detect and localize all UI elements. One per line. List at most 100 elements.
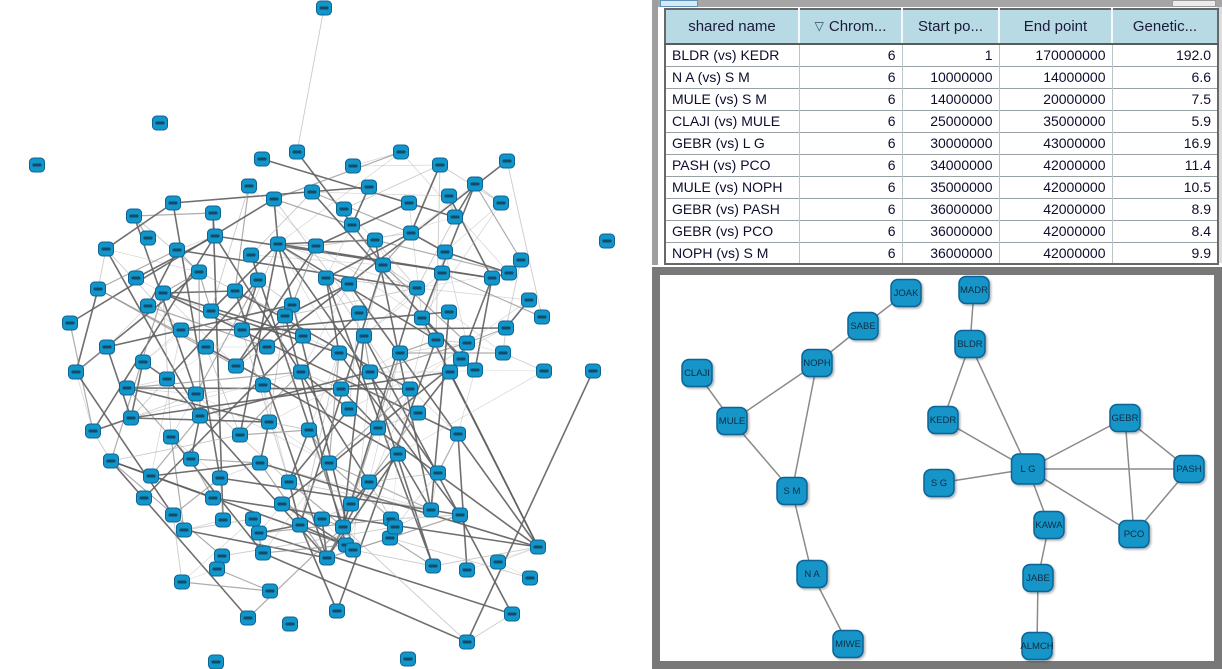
main-network-canvas[interactable] bbox=[0, 0, 652, 669]
network-edge bbox=[210, 243, 279, 312]
subnet-node-madr[interactable]: MADR bbox=[958, 275, 990, 305]
subnet-node-lg[interactable]: L G bbox=[1010, 453, 1046, 485]
subnet-node-jabe[interactable]: JABE bbox=[1022, 563, 1054, 593]
subnet-node-sm[interactable]: S M bbox=[776, 476, 808, 506]
subnet-node-shape[interactable] bbox=[796, 559, 828, 589]
subnet-node-shape[interactable] bbox=[1033, 510, 1065, 540]
column-header-1[interactable]: ▽ Chrom... bbox=[799, 9, 903, 45]
column-header-3[interactable]: End point bbox=[999, 9, 1113, 45]
cell-value: 35000000 bbox=[902, 175, 1000, 198]
subnet-node-shape[interactable] bbox=[1118, 519, 1150, 549]
subnet-node-shape[interactable] bbox=[1109, 403, 1141, 433]
table-row[interactable]: GEBR (vs) PCO 6 36000000 42000000 8.4 bbox=[665, 219, 1218, 242]
table-row[interactable]: GEBR (vs) PASH 6 36000000 42000000 8.9 bbox=[665, 197, 1218, 220]
subnet-node-shape[interactable] bbox=[832, 629, 864, 659]
column-header-0[interactable]: shared name bbox=[665, 9, 800, 45]
cell-value: 9.9 bbox=[1112, 241, 1218, 264]
scrollbar-handle[interactable] bbox=[660, 0, 698, 7]
subnet-node-sg[interactable]: S G bbox=[923, 468, 955, 498]
node-label-glyph bbox=[262, 345, 272, 349]
subnetwork-edge[interactable] bbox=[969, 343, 1029, 470]
network-edge bbox=[262, 544, 347, 554]
network-edge bbox=[474, 277, 493, 371]
cell-shared-name: BLDR (vs) KEDR bbox=[665, 44, 800, 66]
node-label-glyph bbox=[428, 564, 438, 568]
subnet-node-joak[interactable]: JOAK bbox=[890, 278, 922, 308]
scrollbar-segment[interactable] bbox=[1172, 0, 1216, 7]
cell-value: 5.9 bbox=[1112, 109, 1218, 132]
subnet-node-shape[interactable] bbox=[890, 278, 922, 308]
network-edge bbox=[273, 151, 402, 200]
network-edge bbox=[105, 202, 174, 250]
subnet-node-miwe[interactable]: MIWE bbox=[832, 629, 864, 659]
horizontal-scrollbar[interactable] bbox=[658, 0, 1222, 7]
subnet-node-label: PCO bbox=[1124, 529, 1145, 540]
subnet-node-bldr[interactable]: BLDR bbox=[954, 329, 986, 359]
vertical-scroll-track[interactable] bbox=[1217, 7, 1222, 263]
network-edge bbox=[284, 287, 418, 317]
subnet-node-shape[interactable] bbox=[801, 348, 833, 378]
column-header-label: End point bbox=[1023, 18, 1088, 35]
subnet-node-shape[interactable] bbox=[1022, 563, 1054, 593]
subnet-node-shape[interactable] bbox=[923, 468, 955, 498]
main-network-panel[interactable] bbox=[0, 0, 652, 669]
table-row[interactable]: MULE (vs) NOPH 6 35000000 42000000 10.5 bbox=[665, 175, 1218, 198]
network-edge bbox=[126, 371, 302, 389]
cell-value: 42000000 bbox=[999, 219, 1113, 242]
subnet-node-shape[interactable] bbox=[958, 275, 990, 305]
subnet-node-kawa[interactable]: KAWA bbox=[1033, 510, 1065, 540]
subnet-node-noph[interactable]: NOPH bbox=[801, 348, 833, 378]
subnet-node-shape[interactable] bbox=[954, 329, 986, 359]
table-row[interactable]: BLDR (vs) KEDR 6 1 170000000 192.0 bbox=[665, 44, 1218, 66]
network-edge bbox=[130, 371, 302, 419]
network-edge bbox=[130, 393, 197, 419]
table-row[interactable]: CLAJI (vs) MULE 6 25000000 35000000 5.9 bbox=[665, 109, 1218, 132]
subnet-node-shape[interactable] bbox=[1010, 453, 1046, 485]
table-row[interactable]: MULE (vs) S M 6 14000000 20000000 7.5 bbox=[665, 87, 1218, 110]
subnet-node-shape[interactable] bbox=[716, 406, 748, 436]
node-label-glyph bbox=[396, 150, 406, 154]
cell-value: 6 bbox=[799, 65, 903, 88]
node-label-glyph bbox=[378, 263, 388, 267]
subnetwork-edge[interactable] bbox=[791, 362, 818, 492]
node-label-glyph bbox=[501, 326, 511, 330]
cell-shared-name: GEBR (vs) PASH bbox=[665, 197, 800, 220]
subnet-node-shape[interactable] bbox=[681, 358, 713, 388]
subnet-node-sabe[interactable]: SABE bbox=[847, 311, 879, 341]
node-label-glyph bbox=[440, 250, 450, 254]
subnetwork-edge[interactable] bbox=[1027, 468, 1135, 535]
node-label-glyph bbox=[493, 560, 503, 564]
node-label-glyph bbox=[264, 420, 274, 424]
subnet-node-mule[interactable]: MULE bbox=[716, 406, 748, 436]
table-row[interactable]: PASH (vs) PCO 6 34000000 42000000 11.4 bbox=[665, 153, 1218, 176]
subnet-node-kedr[interactable]: KEDR bbox=[927, 405, 959, 435]
subnet-node-pash[interactable]: PASH bbox=[1173, 454, 1205, 484]
table-row[interactable]: N A (vs) S M 6 10000000 14000000 6.6 bbox=[665, 65, 1218, 88]
network-edge bbox=[296, 7, 325, 153]
subnet-node-claji[interactable]: CLAJI bbox=[681, 358, 713, 388]
network-edge bbox=[110, 460, 249, 619]
subnet-node-gebr[interactable]: GEBR bbox=[1109, 403, 1141, 433]
network-edge bbox=[268, 421, 330, 464]
node-label-glyph bbox=[322, 556, 332, 560]
subnet-node-shape[interactable] bbox=[1021, 631, 1053, 661]
subnetwork-canvas[interactable]: JOAK SABE NOPH CLAJI MULE S M N A MIWE MADR BLDR K… bbox=[652, 267, 1222, 669]
column-header-2[interactable]: Start po... bbox=[902, 9, 1000, 45]
subnet-node-shape[interactable] bbox=[847, 311, 879, 341]
subnet-node-na[interactable]: N A bbox=[796, 559, 828, 589]
node-label-glyph bbox=[426, 508, 436, 512]
table-row[interactable]: GEBR (vs) L G 6 30000000 43000000 16.9 bbox=[665, 131, 1218, 154]
subnet-node-shape[interactable] bbox=[776, 476, 808, 506]
table-row[interactable]: NOPH (vs) S M 6 36000000 42000000 9.9 bbox=[665, 241, 1218, 264]
subnet-node-almch[interactable]: ALMCH bbox=[1020, 631, 1054, 661]
node-label-glyph bbox=[287, 303, 297, 307]
subnet-node-pco[interactable]: PCO bbox=[1118, 519, 1150, 549]
node-label-glyph bbox=[194, 270, 204, 274]
subnet-node-shape[interactable] bbox=[1173, 454, 1205, 484]
column-header-4[interactable]: Genetic... bbox=[1112, 9, 1218, 45]
network-edge bbox=[262, 384, 290, 483]
subnetwork-edge[interactable] bbox=[1124, 417, 1135, 535]
subnet-node-shape[interactable] bbox=[927, 405, 959, 435]
node-label-glyph bbox=[334, 351, 344, 355]
attribute-table: shared name ▽ Chrom... Start po... End point… bbox=[664, 8, 1219, 265]
